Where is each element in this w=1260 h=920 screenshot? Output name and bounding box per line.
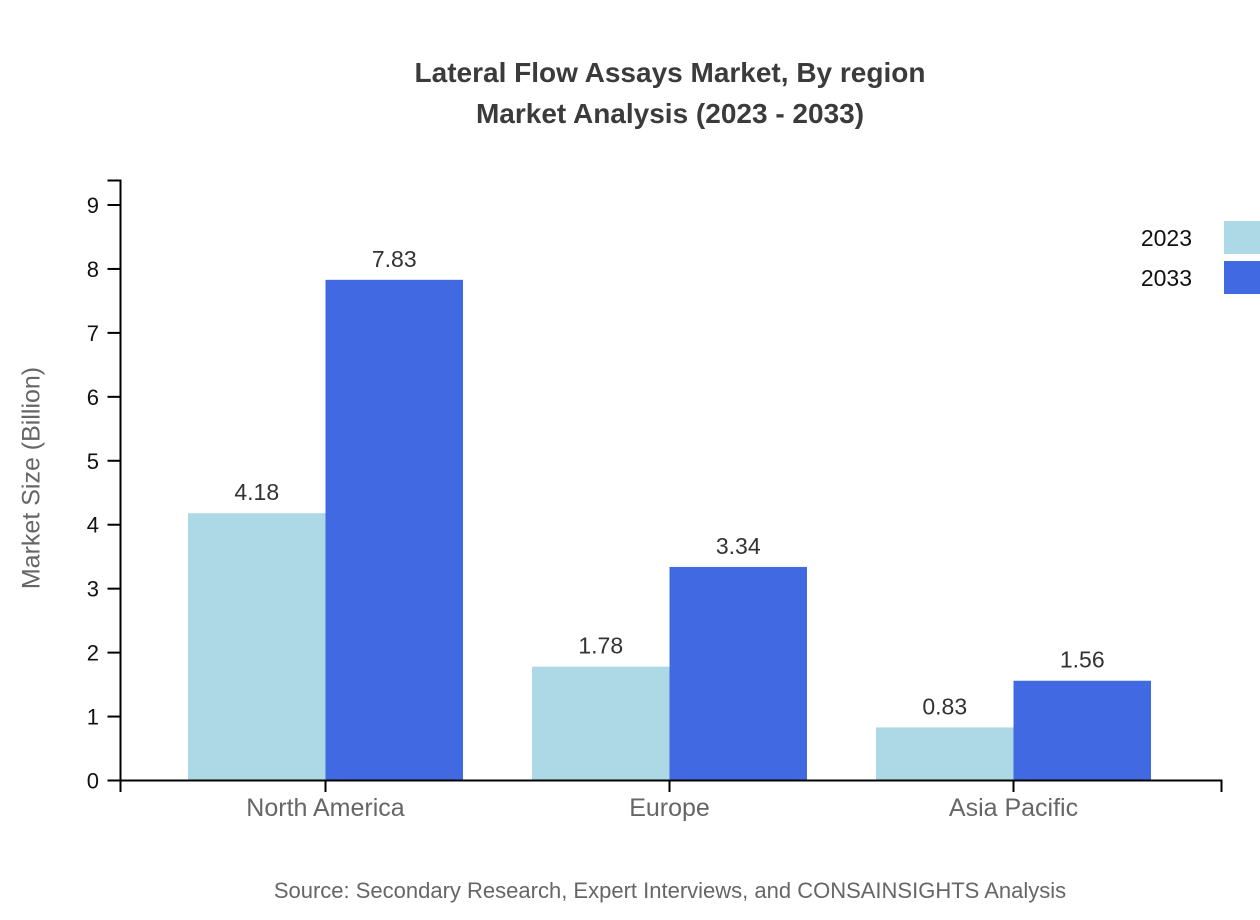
value-label-2023-north-america: 4.18 (234, 479, 279, 505)
y-tick-label: 1 (87, 705, 99, 730)
value-label-2033-europe: 3.34 (716, 533, 761, 559)
legend-label-2023: 2023 (1141, 225, 1192, 251)
value-label-2023-asia-pacific: 0.83 (922, 693, 967, 719)
bar-2023-europe (532, 666, 670, 781)
legend-swatch-2033 (1224, 261, 1260, 294)
bar-2033-asia-pacific (1013, 680, 1151, 781)
chart-title-line2: Market Analysis (2023 - 2033) (475, 98, 865, 129)
y-tick-label: 7 (87, 321, 99, 346)
value-label-2033-asia-pacific: 1.56 (1060, 647, 1105, 673)
y-tick-label: 5 (87, 449, 99, 474)
chart-title-line1: Lateral Flow Assays Market, By region (414, 57, 926, 88)
bar-2033-north-america (325, 279, 463, 781)
y-tick-label: 8 (87, 257, 99, 282)
bar-2023-north-america (188, 513, 326, 781)
value-label-2033-north-america: 7.83 (372, 246, 417, 272)
y-axis (107, 179, 122, 781)
x-category-label-asia-pacific: Asia Pacific (949, 794, 1078, 822)
y-tick-label: 3 (87, 577, 99, 602)
chart-title: Lateral Flow Assays Market, By region Ma… (80, 52, 1260, 134)
legend-label-2033: 2033 (1141, 265, 1192, 291)
y-tick-label: 9 (87, 193, 99, 218)
y-tick-label: 6 (87, 385, 99, 410)
x-axis (119, 779, 1223, 792)
x-category-label-europe: Europe (629, 794, 710, 822)
bar-2023-asia-pacific (876, 727, 1014, 781)
y-tick-label: 0 (87, 769, 99, 794)
y-tick-label: 4 (87, 513, 99, 538)
y-tick-label: 2 (87, 641, 99, 666)
value-label-2023-europe: 1.78 (578, 633, 623, 659)
legend-swatch-2023 (1224, 221, 1260, 254)
source-note: Source: Secondary Research, Expert Inter… (273, 878, 1067, 903)
bar-2033-europe (669, 566, 807, 781)
x-category-label-north-america: North America (246, 794, 404, 822)
